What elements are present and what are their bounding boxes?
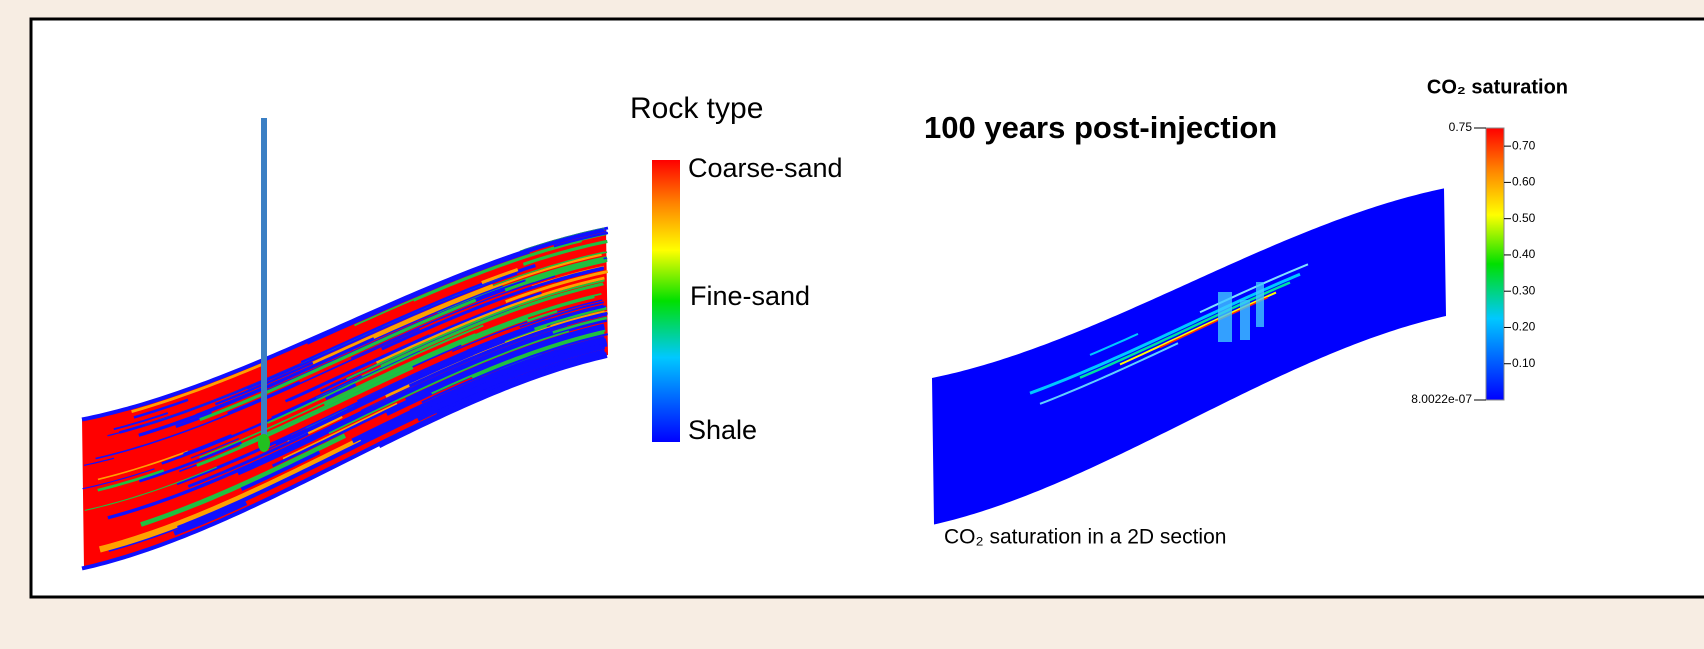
colorbar-min-label: 8.0022e-07: [1411, 392, 1472, 406]
legend-label: Fine-sand: [690, 281, 810, 311]
plume: [1240, 300, 1250, 340]
tick-label: 0.30: [1512, 283, 1536, 297]
legend-label: Coarse-sand: [688, 153, 843, 183]
tick-label: 0.20: [1512, 320, 1536, 334]
plume: [1218, 292, 1232, 342]
tick-label: 0.50: [1512, 211, 1536, 225]
tick-label: 0.40: [1512, 247, 1536, 261]
caption: CO₂ saturation in a 2D section: [944, 526, 1226, 549]
panel: [31, 19, 1704, 597]
tick-label: 0.70: [1512, 138, 1536, 152]
panel-title: 100 years post-injection: [924, 110, 1277, 145]
tick-label: 0.60: [1512, 175, 1536, 189]
page: Rock type Coarse-sand Fine-sand Shale 10…: [0, 0, 1704, 649]
figure: Rock type Coarse-sand Fine-sand Shale 10…: [0, 0, 1704, 649]
rock-colorbar: [652, 160, 680, 442]
legend-title: Rock type: [630, 92, 763, 125]
colorbar-title: CO₂ saturation: [1427, 76, 1568, 98]
plume: [1256, 282, 1264, 327]
colorbar-max-label: 0.75: [1449, 120, 1473, 134]
tick-label: 0.10: [1512, 356, 1536, 370]
saturation-colorbar: [1486, 128, 1504, 400]
legend-label: Shale: [688, 415, 757, 445]
well-injector: [258, 434, 270, 452]
